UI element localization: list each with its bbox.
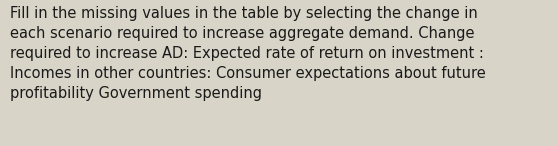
Text: Fill in the missing values in the table by selecting the change in
each scenario: Fill in the missing values in the table … [10, 6, 486, 101]
